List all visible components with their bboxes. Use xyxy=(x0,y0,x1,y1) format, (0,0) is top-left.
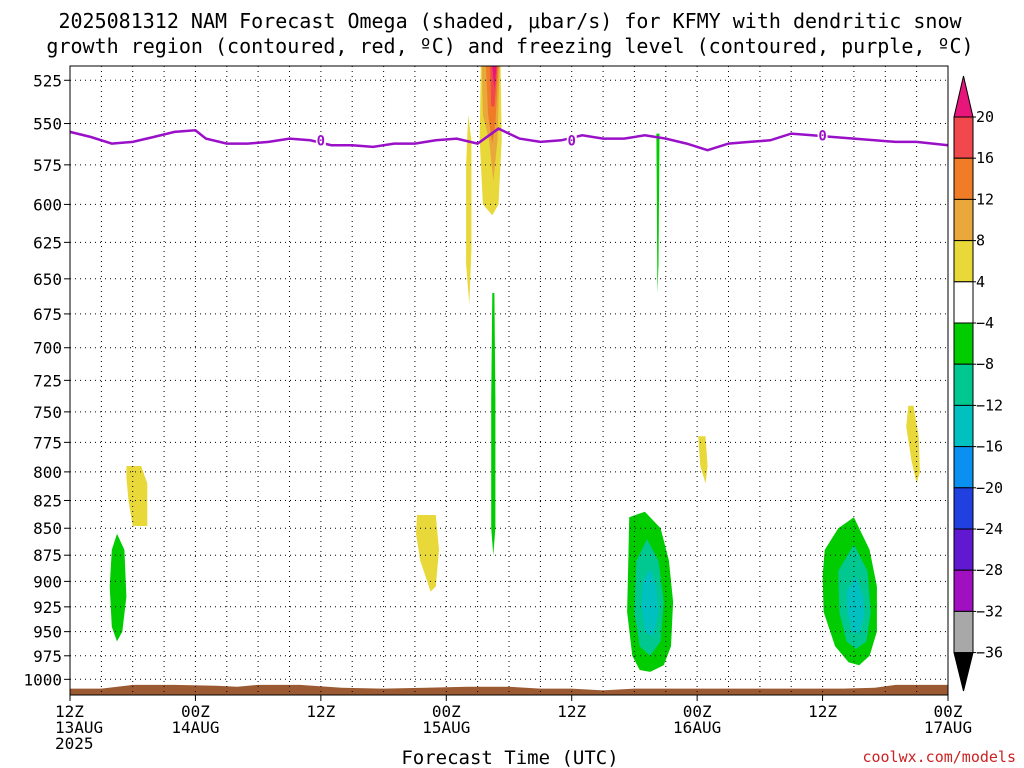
freezing-level-label-bg xyxy=(817,127,828,144)
colorbar-box xyxy=(953,281,974,324)
omega-region xyxy=(466,115,472,305)
x-tick-label: 12Z xyxy=(306,702,335,721)
x-tick-label: 00Z xyxy=(683,702,712,721)
omega-region xyxy=(491,293,496,556)
colorbar-label: −12 xyxy=(976,396,1003,414)
x-tick-label: 12Z xyxy=(808,702,837,721)
y-tick-label: 1000 xyxy=(23,670,62,689)
colorbar-label: 12 xyxy=(976,190,994,208)
y-tick-label: 875 xyxy=(33,546,62,565)
colorbar-label: −20 xyxy=(976,479,1003,497)
colorbar: 20 16 12 8 4 −4 −8 −12 −16 −20 −24 −28 −32 −36 xyxy=(953,75,1003,692)
omega-region xyxy=(126,466,148,526)
omega-region xyxy=(490,66,498,107)
colorbar-box xyxy=(953,569,974,612)
y-tick-label: 575 xyxy=(33,156,62,175)
colorbar-label: −8 xyxy=(976,355,994,373)
omega-region xyxy=(492,66,497,90)
colorbar-label: 4 xyxy=(976,273,985,291)
x-tick-label: 12Z xyxy=(55,702,84,721)
chart-title-line-1: 2025081312 NAM Forecast Omega (shaded, μ… xyxy=(58,9,962,33)
y-tick-label: 900 xyxy=(33,572,62,591)
x-tick-label: 17AUG xyxy=(924,718,972,737)
x-axis-label: Forecast Time (UTC) xyxy=(401,747,618,768)
colorbar-label: −36 xyxy=(976,644,1003,662)
colorbar-label: 8 xyxy=(976,232,985,250)
colorbar-box xyxy=(953,446,974,489)
freezing-level-contour: 0 0 0 xyxy=(69,127,949,152)
colorbar-label: 20 xyxy=(976,108,994,126)
y-axis: 525 550 575 600 625 650 675 700 725 750 775 800 825 8… xyxy=(23,71,70,689)
colorbar-label: −32 xyxy=(976,602,1003,620)
y-tick-label: 675 xyxy=(33,305,62,324)
colorbar-top-arrow xyxy=(953,75,974,118)
freezing-level-label: 0 xyxy=(567,133,575,149)
x-tick-label: 00Z xyxy=(934,702,963,721)
y-tick-label: 750 xyxy=(33,403,62,422)
x-tick-label: 2025 xyxy=(55,734,94,753)
colorbar-label: −16 xyxy=(976,438,1003,456)
omega-region xyxy=(846,576,865,634)
colorbar-bottom-arrow xyxy=(953,652,974,692)
y-tick-label: 825 xyxy=(33,491,62,510)
y-tick-label: 775 xyxy=(33,433,62,452)
x-tick-label: 12Z xyxy=(557,702,586,721)
omega-region xyxy=(109,533,127,642)
y-tick-label: 925 xyxy=(33,598,62,617)
plot-frame xyxy=(69,65,949,696)
freezing-level-label: 0 xyxy=(818,128,826,144)
y-tick-label: 950 xyxy=(33,623,62,642)
y-tick-label: 650 xyxy=(33,270,62,289)
y-tick-label: 800 xyxy=(33,463,62,482)
y-tick-label: 550 xyxy=(33,115,62,134)
colorbar-box xyxy=(953,363,974,406)
y-tick-label: 525 xyxy=(33,71,62,90)
omega-region xyxy=(641,568,659,637)
y-tick-label: 725 xyxy=(33,371,62,390)
y-tick-label: 850 xyxy=(33,519,62,538)
freezing-level-label: 0 xyxy=(317,133,325,149)
x-tick-label: 00Z xyxy=(181,702,210,721)
omega-region xyxy=(416,515,439,592)
omega-region xyxy=(698,436,708,484)
freezing-level-label-bg xyxy=(315,132,326,149)
terrain-fill xyxy=(70,684,948,695)
freezing-level-line xyxy=(69,127,949,152)
y-tick-label: 975 xyxy=(33,647,62,666)
x-tick-label: 13AUG xyxy=(55,718,103,737)
terrain-area xyxy=(70,684,948,695)
freezing-level-label-bg xyxy=(566,132,577,149)
colorbar-box xyxy=(953,487,974,530)
omega-region xyxy=(906,405,920,484)
x-tick-label: 14AUG xyxy=(171,718,219,737)
colorbar-label: 16 xyxy=(976,149,994,167)
x-tick-label: 00Z xyxy=(432,702,461,721)
grid xyxy=(70,66,948,695)
credit-link[interactable]: coolwx.com/models xyxy=(862,748,1016,766)
y-tick-label: 700 xyxy=(33,339,62,358)
colorbar-box xyxy=(953,610,974,654)
colorbar-label: −28 xyxy=(976,561,1003,579)
colorbar-box xyxy=(953,528,974,571)
x-tick-label: 15AUG xyxy=(422,718,470,737)
omega-region xyxy=(656,133,660,293)
colorbar-box xyxy=(953,322,974,365)
chart-title-line-2: growth region (contoured, red, ºC) and f… xyxy=(46,34,973,58)
omega-shading xyxy=(109,66,920,672)
colorbar-box xyxy=(953,157,974,200)
y-tick-label: 600 xyxy=(33,195,62,214)
colorbar-box xyxy=(953,240,974,283)
x-tick-label: 16AUG xyxy=(673,718,721,737)
colorbar-box xyxy=(953,198,974,242)
colorbar-box xyxy=(953,116,974,159)
colorbar-label: −4 xyxy=(976,314,994,332)
colorbar-box xyxy=(953,404,974,448)
y-tick-label: 625 xyxy=(33,233,62,252)
colorbar-label: −24 xyxy=(976,520,1003,538)
